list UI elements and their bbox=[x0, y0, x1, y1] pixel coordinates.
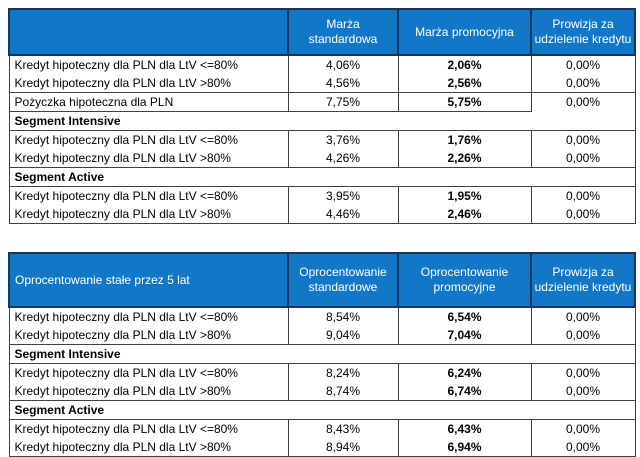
segment-label: Segment Active bbox=[9, 167, 635, 187]
promo-value: 6,54% bbox=[397, 307, 531, 326]
product-label: Pożyczka hipoteczna dla PLN bbox=[9, 92, 288, 112]
product-label: Kredyt hipoteczny dla PLN dla LtV >80% bbox=[9, 149, 288, 168]
promo-value: 2,26% bbox=[397, 149, 531, 168]
table2-header-promo-rate: Oprocentowanie promocyjne bbox=[397, 252, 532, 308]
fee-value: 0,00% bbox=[530, 130, 635, 149]
table-row: Kredyt hipoteczny dla PLN dla LtV >80% 8… bbox=[9, 382, 635, 401]
table-row: Kredyt hipoteczny dla PLN dla LtV <=80% … bbox=[9, 130, 635, 149]
standard-value: 4,46% bbox=[287, 205, 398, 224]
promo-value: 2,46% bbox=[397, 205, 531, 224]
fee-value: 0,00% bbox=[530, 419, 635, 438]
table-row: Kredyt hipoteczny dla PLN dla LtV <=80% … bbox=[9, 55, 635, 74]
product-label: Kredyt hipoteczny dla PLN dla LtV <=80% bbox=[9, 307, 288, 326]
fee-value: 0,00% bbox=[530, 92, 635, 112]
promo-value: 1,95% bbox=[397, 186, 531, 205]
table2-header-row: Oprocentowanie stałe przez 5 lat Oprocen… bbox=[8, 252, 636, 308]
standard-value: 4,06% bbox=[287, 55, 398, 74]
fee-value: 0,00% bbox=[530, 326, 635, 345]
promo-value: 1,76% bbox=[397, 130, 531, 149]
fixed-rate-table: Oprocentowanie stałe przez 5 lat Oprocen… bbox=[8, 252, 636, 457]
table-row: Kredyt hipoteczny dla PLN dla LtV >80% 4… bbox=[9, 74, 635, 93]
table1-header-fee: Prowizja za udzielenie kredytu bbox=[530, 8, 636, 56]
table1-header-row: Marża standardowa Marża promocyjna Prowi… bbox=[8, 8, 636, 56]
product-label: Kredyt hipoteczny dla PLN dla LtV <=80% bbox=[9, 363, 288, 382]
segment-label: Segment Active bbox=[9, 400, 635, 420]
product-label: Kredyt hipoteczny dla PLN dla LtV <=80% bbox=[9, 186, 288, 205]
table-row: Kredyt hipoteczny dla PLN dla LtV <=80% … bbox=[9, 307, 635, 326]
promo-value: 7,04% bbox=[397, 326, 531, 345]
table1-header-blank bbox=[8, 8, 289, 56]
table-spacer bbox=[8, 224, 640, 252]
standard-value: 8,43% bbox=[287, 419, 398, 438]
standard-value: 3,76% bbox=[287, 130, 398, 149]
table-row: Kredyt hipoteczny dla PLN dla LtV >80% 4… bbox=[9, 149, 635, 168]
segment-header-row: Segment Active bbox=[9, 400, 635, 420]
product-label: Kredyt hipoteczny dla PLN dla LtV <=80% bbox=[9, 130, 288, 149]
table1-header-standard-margin: Marża standardowa bbox=[287, 8, 399, 56]
standard-value: 4,56% bbox=[287, 74, 398, 93]
product-label: Kredyt hipoteczny dla PLN dla LtV >80% bbox=[9, 326, 288, 345]
table-row: Kredyt hipoteczny dla PLN dla LtV <=80% … bbox=[9, 363, 635, 382]
standard-value: 7,75% bbox=[287, 92, 398, 112]
promo-value: 6,24% bbox=[397, 363, 531, 382]
table-row: Kredyt hipoteczny dla PLN dla LtV >80% 4… bbox=[9, 205, 635, 224]
margin-rates-table: Marża standardowa Marża promocyjna Prowi… bbox=[8, 8, 636, 224]
standard-value: 8,24% bbox=[287, 363, 398, 382]
promo-value: 5,75% bbox=[397, 92, 531, 112]
segment-header-row: Segment Active bbox=[9, 167, 635, 187]
fee-value: 0,00% bbox=[530, 186, 635, 205]
product-label: Kredyt hipoteczny dla PLN dla LtV <=80% bbox=[9, 55, 288, 74]
table2-header-fee: Prowizja za udzielenie kredytu bbox=[530, 252, 636, 308]
product-label: Kredyt hipoteczny dla PLN dla LtV >80% bbox=[9, 382, 288, 401]
standard-value: 4,26% bbox=[287, 149, 398, 168]
segment-header-row: Segment Intensive bbox=[9, 111, 635, 131]
fee-value: 0,00% bbox=[530, 55, 635, 74]
promo-value: 6,94% bbox=[397, 438, 531, 457]
table-row: Kredyt hipoteczny dla PLN dla LtV >80% 9… bbox=[9, 326, 635, 345]
table-row: Pożyczka hipoteczna dla PLN 7,75% 5,75% … bbox=[9, 92, 635, 112]
product-label: Kredyt hipoteczny dla PLN dla LtV >80% bbox=[9, 205, 288, 224]
table-row: Kredyt hipoteczny dla PLN dla LtV <=80% … bbox=[9, 186, 635, 205]
fee-value: 0,00% bbox=[530, 438, 635, 457]
standard-value: 3,95% bbox=[287, 186, 398, 205]
fee-value: 0,00% bbox=[530, 363, 635, 382]
promo-value: 2,06% bbox=[397, 55, 531, 74]
fee-value: 0,00% bbox=[530, 149, 635, 168]
standard-value: 9,04% bbox=[287, 326, 398, 345]
promo-value: 2,56% bbox=[397, 74, 531, 93]
table2-header-title: Oprocentowanie stałe przez 5 lat bbox=[8, 252, 289, 308]
product-label: Kredyt hipoteczny dla PLN dla LtV <=80% bbox=[9, 419, 288, 438]
table1-header-promo-margin: Marża promocyjna bbox=[397, 8, 532, 56]
segment-label: Segment Intensive bbox=[9, 344, 635, 364]
fee-value: 0,00% bbox=[530, 307, 635, 326]
product-label: Kredyt hipoteczny dla PLN dla LtV >80% bbox=[9, 74, 288, 93]
standard-value: 8,74% bbox=[287, 382, 398, 401]
promo-value: 6,74% bbox=[397, 382, 531, 401]
table-row: Kredyt hipoteczny dla PLN dla LtV >80% 8… bbox=[9, 438, 635, 457]
promo-value: 6,43% bbox=[397, 419, 531, 438]
fee-value: 0,00% bbox=[530, 382, 635, 401]
product-label: Kredyt hipoteczny dla PLN dla LtV >80% bbox=[9, 438, 288, 457]
standard-value: 8,54% bbox=[287, 307, 398, 326]
fee-value: 0,00% bbox=[530, 74, 635, 93]
standard-value: 8,94% bbox=[287, 438, 398, 457]
fee-value: 0,00% bbox=[530, 205, 635, 224]
table2-header-standard-rate: Oprocentowanie standardowe bbox=[287, 252, 399, 308]
table-row: Kredyt hipoteczny dla PLN dla LtV <=80% … bbox=[9, 419, 635, 438]
segment-label: Segment Intensive bbox=[9, 111, 635, 131]
segment-header-row: Segment Intensive bbox=[9, 344, 635, 364]
